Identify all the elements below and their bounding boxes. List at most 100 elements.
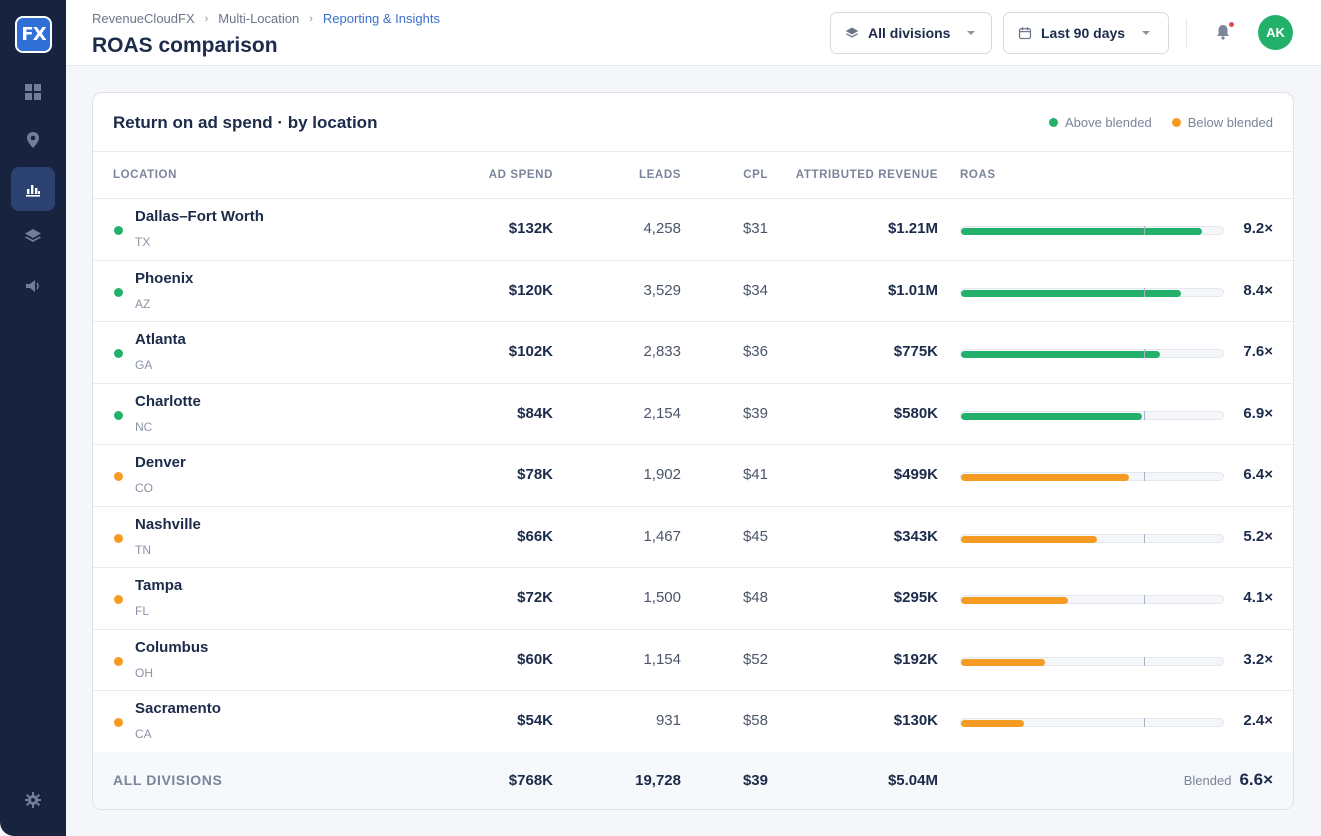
- cpl-cell: $41: [742, 466, 768, 483]
- revenue-cell: $580K: [893, 404, 938, 422]
- blended-marker: [1143, 472, 1145, 481]
- date-range-value: Last 90 days: [1041, 25, 1126, 41]
- calendar-icon: [1018, 27, 1032, 40]
- layers-icon: [845, 27, 859, 38]
- column-header-leads[interactable]: LEADS: [639, 169, 681, 181]
- blended-marker: [1143, 349, 1145, 358]
- table-row[interactable]: Tampa FL $72K 1,500 $48 $295K 4.1×: [93, 568, 1293, 630]
- leads-cell: 2,154: [643, 404, 681, 422]
- location-state: CA: [135, 727, 152, 741]
- table-row[interactable]: Denver CO $78K 1,902 $41 $499K 6.4×: [93, 445, 1293, 507]
- table-row[interactable]: Phoenix AZ $120K 3,529 $34 $1.01M 8.4×: [93, 261, 1293, 322]
- sidebar-item-settings[interactable]: [11, 778, 55, 822]
- roas-bar-track: [960, 533, 1224, 543]
- roas-value: 6.9×: [1243, 404, 1273, 422]
- location-name[interactable]: Columbus: [135, 638, 209, 656]
- roas-bar-track: [960, 410, 1224, 420]
- top-header: RevenueCloudFX › Multi-Location › Report…: [66, 0, 1321, 66]
- totals-revenue: $5.04M: [887, 772, 938, 789]
- roas-bar-fill: [961, 351, 1161, 358]
- location-name[interactable]: Dallas–Fort Worth: [135, 208, 264, 225]
- status-dot: [114, 718, 123, 727]
- roas-value: 4.1×: [1243, 589, 1273, 606]
- revenue-cell: $295K: [893, 589, 938, 606]
- ad-spend-cell: $132K: [508, 220, 553, 237]
- table-row[interactable]: Dallas–Fort Worth TX $132K 4,258 $31 $1.21M 9.…: [93, 199, 1293, 261]
- status-dot: [114, 595, 123, 604]
- table-row[interactable]: Sacramento CA $54K 931 $58 $130K 2.4×: [93, 691, 1293, 753]
- table-header: LOCATION AD SPEND LEADS CPL ATTRIBUTED R…: [93, 151, 1293, 199]
- breadcrumb: RevenueCloudFX › Multi-Location › Report…: [92, 11, 440, 26]
- sidebar-item-campaigns[interactable]: [11, 264, 55, 308]
- app-logo[interactable]: FX: [15, 16, 52, 53]
- column-header-ad-spend[interactable]: AD SPEND: [488, 169, 553, 181]
- roas-bar-track: [960, 349, 1224, 358]
- totals-leads: 19,728: [635, 772, 681, 789]
- division-filter-dropdown[interactable]: All divisions: [830, 12, 992, 54]
- location-state: TX: [135, 235, 151, 249]
- bell-icon[interactable]: [1213, 22, 1233, 42]
- revenue-cell: $130K: [893, 712, 938, 729]
- roas-bar-fill: [961, 597, 1069, 604]
- status-dot: [114, 410, 123, 420]
- breadcrumb-item-section[interactable]: Multi-Location: [218, 11, 300, 26]
- roas-bar-fill: [961, 535, 1098, 543]
- location-name[interactable]: Atlanta: [135, 331, 186, 348]
- roas-value: 6.4×: [1243, 466, 1273, 483]
- location-name[interactable]: Denver: [135, 454, 186, 471]
- status-dot: [114, 287, 123, 297]
- leads-cell: 1,467: [643, 527, 681, 545]
- sidebar-item-layers[interactable]: [11, 214, 55, 258]
- location-state: CO: [135, 481, 153, 495]
- grid-icon: [25, 84, 41, 100]
- breadcrumb-item-root[interactable]: RevenueCloudFX: [92, 11, 195, 26]
- cpl-cell: $45: [742, 527, 768, 545]
- location-name[interactable]: Phoenix: [135, 269, 194, 287]
- totals-label: ALL DIVISIONS: [113, 772, 223, 788]
- chevron-down-icon: [967, 31, 976, 35]
- roas-value: 5.2×: [1243, 527, 1273, 545]
- roas-card: Return on ad spend · by location Above b…: [92, 92, 1294, 810]
- totals-row: ALL DIVISIONS $768K 19,728 $39 $5.04M Bl…: [93, 752, 1293, 809]
- table-row[interactable]: Charlotte NC $84K 2,154 $39 $580K 6.9×: [93, 384, 1293, 445]
- revenue-cell: $1.01M: [887, 281, 938, 299]
- legend-item-below: Below blended: [1171, 115, 1273, 130]
- sidebar-item-dashboard[interactable]: [11, 70, 55, 114]
- avatar[interactable]: AK: [1258, 15, 1293, 50]
- sidebar-item-locations[interactable]: [11, 118, 55, 162]
- location-name[interactable]: Tampa: [135, 577, 183, 594]
- roas-bar-fill: [961, 658, 1045, 666]
- column-header-roas[interactable]: ROAS: [960, 169, 996, 181]
- revenue-cell: $499K: [893, 466, 938, 483]
- roas-value: 2.4×: [1243, 712, 1273, 729]
- page-title: ROAS comparison: [92, 34, 278, 57]
- date-range-dropdown[interactable]: Last 90 days: [1003, 12, 1169, 54]
- layers-icon: [25, 229, 41, 242]
- roas-bar-fill: [961, 289, 1182, 297]
- gear-icon: [25, 792, 41, 808]
- location-name[interactable]: Charlotte: [135, 392, 201, 410]
- table-row[interactable]: Columbus OH $60K 1,154 $52 $192K 3.2×: [93, 630, 1293, 691]
- column-header-location[interactable]: LOCATION: [113, 169, 177, 181]
- legend-dot-below: [1171, 118, 1181, 127]
- blended-marker: [1143, 656, 1145, 666]
- revenue-cell: $1.21M: [887, 220, 938, 237]
- column-header-cpl[interactable]: CPL: [743, 169, 768, 181]
- ad-spend-cell: $60K: [517, 650, 553, 668]
- cpl-cell: $34: [742, 281, 768, 299]
- blended-marker: [1143, 595, 1145, 604]
- roas-bar-track: [960, 718, 1224, 727]
- sidebar-item-reporting[interactable]: [11, 167, 55, 211]
- cpl-cell: $39: [742, 404, 768, 422]
- breadcrumb-item-current[interactable]: Reporting & Insights: [322, 11, 440, 26]
- roas-value: 8.4×: [1243, 281, 1273, 299]
- leads-cell: 1,500: [643, 589, 681, 606]
- location-name[interactable]: Nashville: [135, 515, 201, 533]
- column-header-revenue[interactable]: ATTRIBUTED REVENUE: [795, 169, 938, 181]
- location-name[interactable]: Sacramento: [135, 700, 221, 717]
- location-state: FL: [135, 604, 150, 618]
- location-state: AZ: [135, 296, 151, 311]
- table-row[interactable]: Nashville TN $66K 1,467 $45 $343K 5.2×: [93, 507, 1293, 568]
- table-row[interactable]: Atlanta GA $102K 2,833 $36 $775K 7.6×: [93, 322, 1293, 384]
- card-title: Return on ad spend · by location: [113, 113, 378, 132]
